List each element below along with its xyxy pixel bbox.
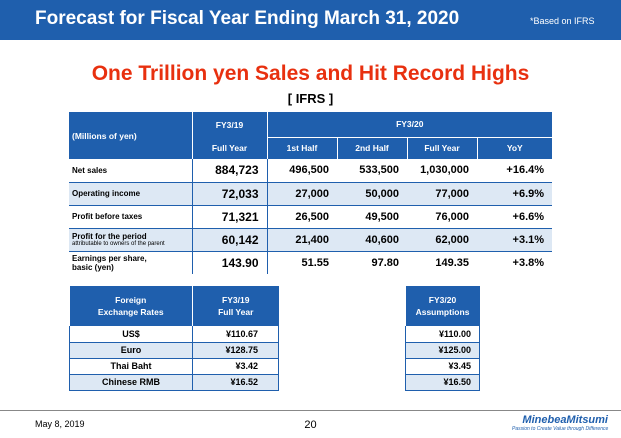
fx-assumption-value: ¥110.00: [405, 326, 480, 343]
fx-rates-table: Foreign Exchange Rates FY3/19 Full Year …: [69, 286, 279, 391]
yoy-value: +6.6%: [477, 205, 553, 229]
yoy-value: +3.8%: [512, 256, 545, 269]
footer-date: May 8, 2019: [35, 419, 85, 429]
fx-row: Chinese RMB ¥16.52: [69, 374, 279, 391]
forecast-table: (Millions of yen) FY3/19 FY3/20 Full Yea…: [69, 112, 553, 274]
fx-rate-value: ¥3.42: [192, 358, 279, 375]
first-half-value: 21,400: [267, 228, 337, 252]
table-row: Net sales 884,723 496,500 533,500 1,030,…: [69, 159, 553, 183]
full-year-value: 1,030,000: [407, 159, 477, 183]
first-half-value: 26,500: [267, 205, 337, 229]
row-label-main: Profit for the period: [72, 231, 147, 241]
fx-rate-value: ¥110.67: [192, 326, 279, 343]
row-label: Profit for the period attributable to ow…: [69, 228, 192, 252]
fy19-value: 884,723: [191, 159, 268, 183]
fx-row: Thai Baht ¥3.42: [69, 358, 279, 375]
second-half-value: 97.80: [371, 256, 399, 269]
row-label: Profit before taxes: [69, 205, 192, 229]
currency-label: Euro: [69, 342, 193, 359]
yoy-header: YoY: [477, 137, 553, 159]
second-half-header: 2nd Half: [337, 137, 408, 159]
yoy-value: +16.4%: [477, 159, 553, 183]
full-year-header: Full Year: [407, 137, 478, 159]
currency-label: Thai Baht: [69, 358, 193, 375]
full-year-value: 62,000: [407, 228, 477, 252]
page-title: Forecast for Fiscal Year Ending March 31…: [35, 8, 460, 29]
fy19-header: FY3/19: [192, 112, 268, 137]
footer-divider: [0, 410, 621, 411]
accounting-standard-label: [ IFRS ]: [287, 91, 334, 106]
logo-tagline: Passion to Create Value through Differen…: [512, 426, 609, 432]
first-half-header: 1st Half: [267, 137, 338, 159]
first-half-value: 51.55: [301, 256, 329, 269]
row-label-main: Earnings per share,: [72, 253, 147, 263]
full-year-value: 77,000: [407, 182, 477, 206]
table-row: Earnings per share, basic (yen) 143.90 5…: [69, 251, 552, 274]
fx-assumptions-table: FY3/20 Assumptions ¥110.00 ¥125.00 ¥3.45…: [405, 286, 480, 391]
second-half-value: 50,000: [337, 182, 407, 206]
header-bar: Forecast for Fiscal Year Ending March 31…: [0, 0, 621, 40]
headline: One Trillion yen Sales and Hit Record Hi…: [91, 62, 530, 85]
row-label-sub: basic (yen): [72, 262, 114, 272]
fx-header: Foreign Exchange Rates: [69, 286, 193, 326]
row-label: Net sales: [69, 159, 192, 183]
fy19-full-year-header: Full Year: [192, 137, 268, 159]
page-number: 20: [304, 419, 317, 431]
second-half-value: 49,500: [337, 205, 407, 229]
second-half-value: 40,600: [337, 228, 407, 252]
fx-assumption-value: ¥16.50: [405, 374, 480, 391]
fx-rate-value: ¥16.52: [192, 374, 279, 391]
first-half-value: 27,000: [267, 182, 337, 206]
fx-assumption-value: ¥3.45: [405, 358, 480, 375]
logo-name: MinebeaMitsumi: [522, 414, 608, 426]
fx-row: US$ ¥110.67: [69, 326, 279, 343]
fy19-value: 143.90: [191, 251, 268, 274]
full-year-value: 149.35: [435, 256, 469, 269]
row-label: Earnings per share, basic (yen): [69, 251, 192, 274]
fy19-value: 72,033: [191, 182, 268, 206]
first-half-value: 496,500: [267, 159, 337, 183]
table-row: Profit before taxes 71,321 26,500 49,500…: [69, 205, 553, 229]
table-row: Profit for the period attributable to ow…: [69, 228, 553, 252]
yoy-value: +3.1%: [477, 228, 553, 252]
full-year-value: 76,000: [407, 205, 477, 229]
fx-rate-value: ¥128.75: [192, 342, 279, 359]
second-half-value: 533,500: [337, 159, 407, 183]
fx-assumptions-header: FY3/20 Assumptions: [405, 286, 480, 326]
fx-assumption-value: ¥125.00: [405, 342, 480, 359]
table-row: Operating income 72,033 27,000 50,000 77…: [69, 182, 553, 206]
fx-fy19-header: FY3/19 Full Year: [192, 286, 279, 326]
fy19-value: 71,321: [191, 205, 268, 229]
company-logo: MinebeaMitsumi Passion to Create Value t…: [512, 414, 608, 432]
row-label-sub: attributable to owners of the parent: [72, 240, 165, 247]
currency-label: US$: [69, 326, 193, 343]
fx-row: Euro ¥128.75: [69, 342, 279, 359]
fy20-header: FY3/20: [267, 112, 553, 138]
fy19-value: 60,142: [191, 228, 268, 252]
yoy-value: +6.9%: [477, 182, 553, 206]
ifrs-note: *Based on IFRS: [530, 16, 595, 26]
units-header: (Millions of yen): [69, 112, 193, 159]
row-label: Operating income: [69, 182, 192, 206]
currency-label: Chinese RMB: [69, 374, 193, 391]
